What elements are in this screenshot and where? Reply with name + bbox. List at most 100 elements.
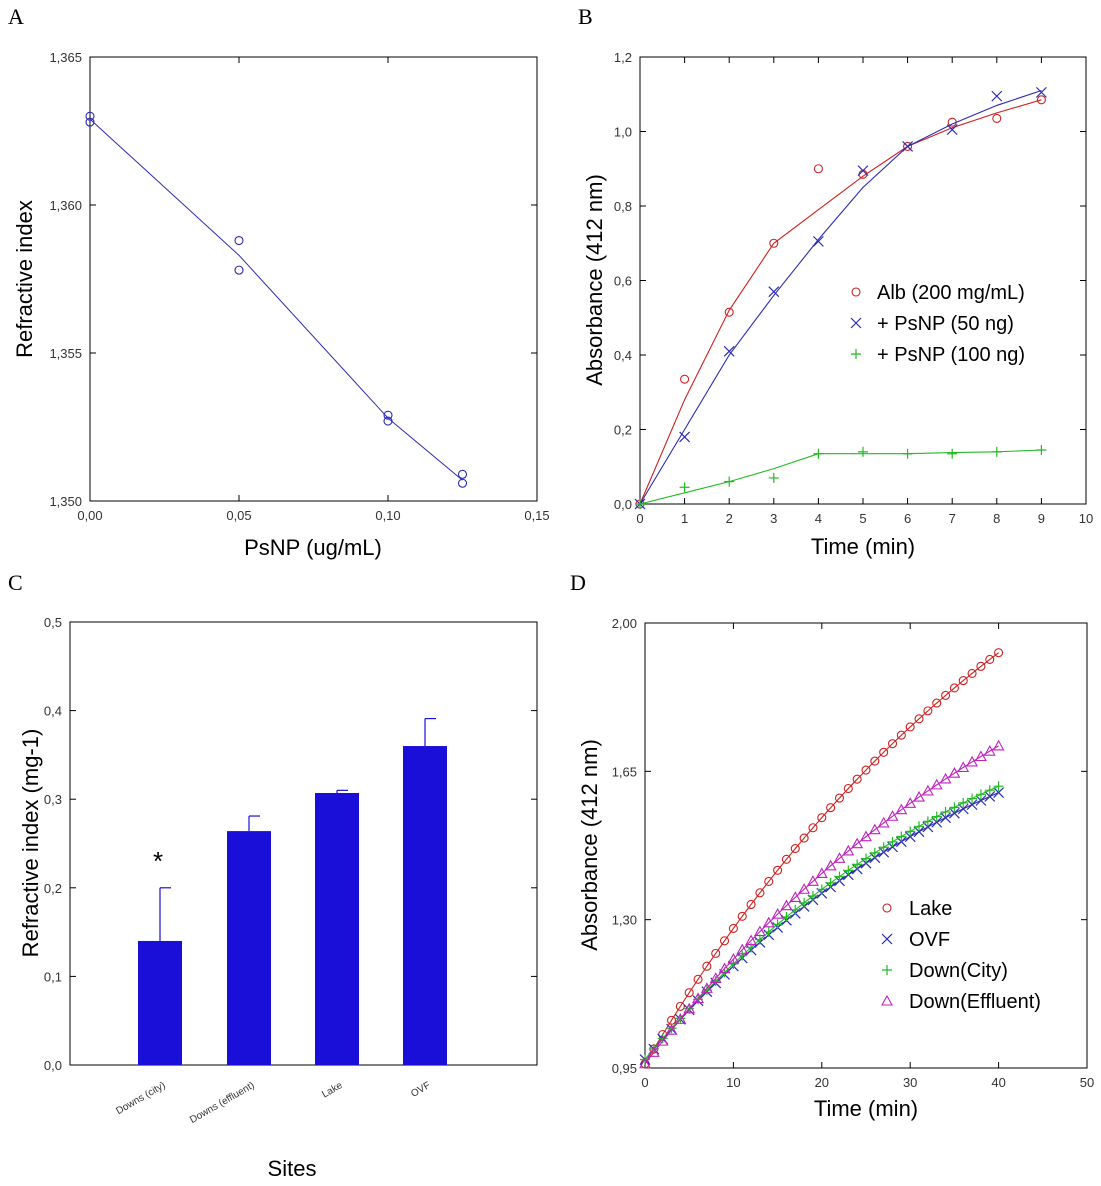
axis-ticks-c: 0,0 0,1 0,2 0,3 0,4 0,5 [44,615,537,1073]
data-point-b-2 [679,482,690,493]
data-point-d-2 [799,897,810,908]
data-point-d-3 [851,837,864,849]
bar-c-1 [227,831,271,1065]
axis-a-y-tick-label: 1,365 [49,50,82,65]
data-point-d-3 [948,767,961,778]
data-point-d-3 [700,982,713,993]
axis-b-x-tick-label: 6 [904,511,911,526]
data-point-d-1 [975,795,987,806]
data-point-d-3 [789,891,802,902]
data-point-d-0 [764,876,774,886]
bar-c-2 [315,792,359,1065]
data-point-d-2 [869,847,880,858]
data-point-d-0 [746,899,756,910]
legend-label-b-0: Alb (200 mg/mL) [877,282,1025,304]
data-point-d-2 [975,789,986,800]
data-point-d-0 [737,911,747,921]
series-marks-b [634,86,1047,510]
data-point-d-2 [772,919,783,930]
axis-d-y-tick-label: 1,65 [612,764,637,779]
data-point-d-3 [798,883,811,894]
data-point-d-3 [877,816,890,828]
panel-letter-d: D [570,570,586,595]
axis-b-y-tick-label: 0,2 [614,423,632,438]
data-point-d-3 [745,934,758,946]
axis-b-x-tick-label: 1 [681,511,688,526]
data-point-d-2 [931,811,942,822]
panel-c: C 0,0 0,1 0,2 0,3 0,4 0,5 Sites Refractive in… [8,570,538,1181]
axis-c-y-tick-label: 0,4 [44,704,62,719]
data-point-d-1 [966,799,978,811]
axis-d-x-tick-label: 20 [815,1075,829,1090]
data-point-b-0 [724,307,734,317]
axis-d-y-tick-label: 0,95 [612,1061,637,1076]
data-point-d-2 [852,859,863,870]
data-point-d-3 [930,778,943,790]
axis-d-y-tick-label: 2,00 [612,616,637,631]
fit-curve-d-1 [644,792,999,1060]
data-point-d-0 [905,722,915,732]
data-point-d-3 [904,797,917,808]
axis-a-y-tick-label: 1,360 [49,198,82,213]
data-point-b-0 [903,141,913,151]
data-point-d-0 [861,765,871,775]
data-point-d-0 [914,714,924,724]
legend-label-d-3: Down(Effluent) [909,991,1041,1013]
axis-b-y-tick-label: 0,6 [614,274,632,289]
plot-frame-b [639,56,1087,505]
data-point-d-0 [843,783,853,794]
data-point-b-1 [812,235,824,247]
data-point-b-2 [768,472,779,483]
axis-b-x-tick-label: 5 [859,511,866,526]
axis-a-x-tick-label: 0,15 [524,508,549,523]
data-point-d-1 [948,807,960,819]
data-point-d-2 [807,891,818,902]
axis-c-y-tick-label: 0,1 [44,969,62,984]
axis-ticks-d: 0 10 20 30 40 50 0,95 1,30 1,65 2,00 [612,616,1095,1090]
data-point-d-2 [825,877,836,888]
axis-d-x-tick-label: 10 [726,1075,740,1090]
axis-b-y-tick-label: 0,0 [614,497,632,512]
data-point-d-2 [861,853,871,864]
fit-curve-d-2 [644,785,999,1060]
data-point-b-1 [1035,86,1047,98]
data-point-a [85,111,95,121]
axis-ticks-a: 0,00 0,05 0,10 0,15 1,350 1,355 1,360 1,365 [49,50,549,523]
legend-marker-d-3 [881,994,893,1006]
data-point-d-3 [807,875,819,886]
axis-b-y-tick-label: 0,4 [614,348,632,363]
axis-b-y-tick-label: 1,0 [614,125,632,140]
legend-label-d-1: OVF [909,929,950,951]
legend-d: Lake OVF Down(City) Down(Effluent) [881,898,1041,1013]
data-point-d-3 [842,844,855,856]
data-point-d-3 [939,772,952,784]
data-point-d-3 [780,899,793,911]
data-point-b-1 [946,124,958,136]
data-point-d-1 [993,787,1005,798]
fit-line-b-0 [639,99,1042,505]
data-point-d-2 [878,842,889,853]
axis-d-x-tick-label: 30 [903,1075,917,1090]
data-point-d-2 [816,884,827,895]
data-point-d-0 [781,854,791,864]
data-point-d-3 [886,810,899,821]
axis-b-x-tick-label: 8 [993,511,1000,526]
legend-marker-d-0 [882,903,892,913]
data-point-d-0 [808,823,818,833]
data-point-d-3 [966,755,979,767]
bar-c-3 [403,746,447,1065]
data-point-d-1 [984,791,996,802]
plot-frame-a [89,56,538,502]
data-point-d-2 [984,785,995,796]
data-point-d-3 [647,1046,660,1057]
data-point-d-0 [879,747,889,757]
data-point-d-0 [887,739,898,749]
data-point-a [383,416,393,426]
data-point-a [234,235,244,246]
data-point-b-2 [991,446,1002,457]
data-point-d-0 [684,988,694,998]
data-point-a [457,469,468,479]
data-point-d-2 [737,950,748,961]
axis-c-y-tick-label: 0,0 [44,1058,62,1073]
axis-d-x-tick-label: 50 [1080,1075,1094,1090]
